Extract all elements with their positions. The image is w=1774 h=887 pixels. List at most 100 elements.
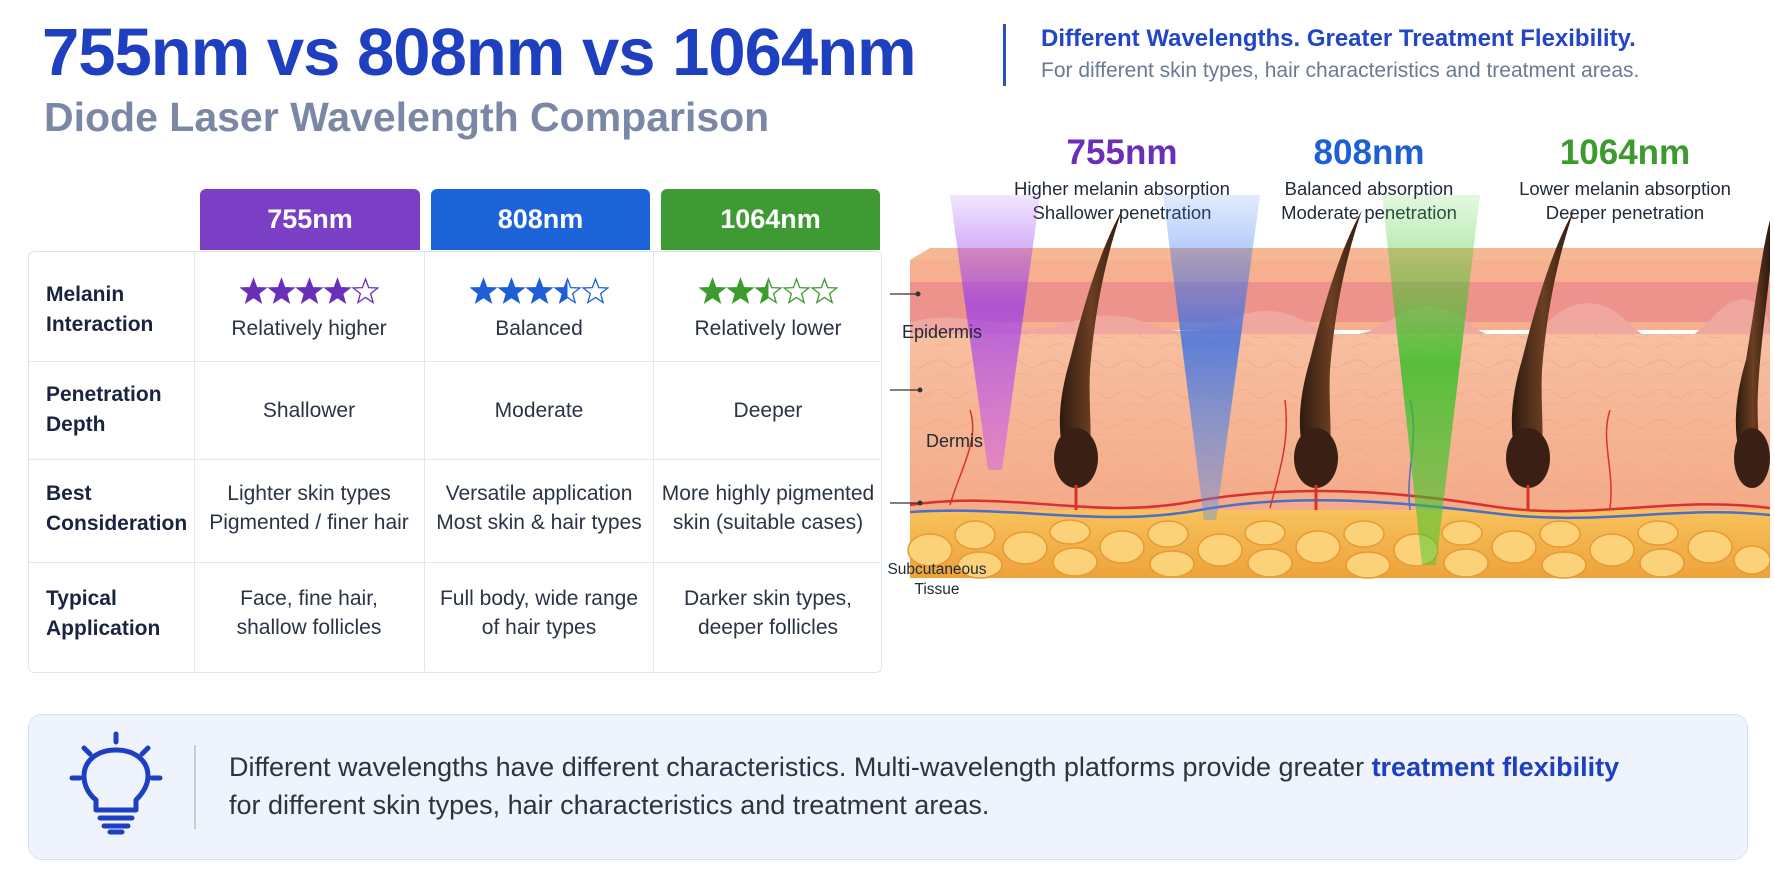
cell-consideration-808nm: Versatile application Most skin & hair t…: [425, 479, 653, 537]
cell-application-755nm: Face, fine hair, shallow follicles: [195, 584, 423, 642]
cell-melanin-755nm: Relatively higher: [231, 317, 387, 340]
cell-penetration-755nm: Shallower: [262, 399, 356, 422]
star-rating-svg: [468, 277, 610, 305]
cell-line: Full body, wide range: [439, 587, 639, 610]
cell-line: of hair types: [481, 616, 597, 639]
row-label-line: Depth: [46, 413, 106, 436]
column-header-1064nm: 1064nm: [661, 189, 880, 250]
layer-label-line: Tissue: [914, 581, 960, 598]
layer-label-line: Subcutaneous: [887, 561, 987, 578]
star-full-icon: [266, 277, 296, 305]
star-full-icon: [496, 277, 526, 305]
cell-line: Versatile application: [445, 482, 633, 505]
star-rating-svg: [697, 277, 839, 305]
cell-line: Face, fine hair,: [240, 587, 378, 610]
row-label-penetration-depth: Penetration Depth: [46, 380, 162, 440]
header-divider: [1003, 24, 1006, 86]
star-rating-1064nm: [654, 277, 882, 307]
star-full-icon: [725, 277, 755, 305]
callout-divider: [194, 745, 196, 829]
laser-beam-808nm: [1163, 195, 1260, 520]
callout-emphasis: treatment flexibility: [1371, 752, 1620, 782]
table-column-divider: [424, 251, 425, 671]
layer-label-epidermis: Epidermis: [902, 322, 983, 342]
info-callout: [28, 714, 1748, 860]
row-label-best-consideration: Best Consideration: [46, 479, 187, 539]
star-full-icon: [468, 277, 498, 305]
callout-text: Different wavelengths have different cha…: [229, 748, 1709, 824]
laser-beam-1064nm: [1382, 195, 1480, 565]
row-label-line: Consideration: [46, 512, 188, 535]
tagline-subtext: For different skin types, hair character…: [1041, 59, 1640, 82]
wavelength-label-1064nm: 1064nm: [1559, 133, 1691, 172]
desc-line: Higher melanin absorption: [1014, 178, 1230, 199]
cell-application-1064nm: Darker skin types, deeper follicles: [654, 584, 882, 642]
skin-cross-section-diagram: [890, 195, 1770, 579]
hair-follicle: [1294, 210, 1362, 510]
row-label-melanin-interaction: Melanin Interaction: [46, 280, 153, 340]
star-full-icon: [524, 277, 554, 305]
desc-line: Balanced absorption: [1284, 178, 1454, 199]
column-header-755nm: 755nm: [200, 189, 420, 250]
cell-melanin-1064nm: Relatively lower: [694, 317, 842, 340]
cell-consideration-755nm: Lighter skin types Pigmented / finer hai…: [195, 479, 423, 537]
hair-follicle: [1054, 210, 1122, 510]
star-full-icon: [697, 277, 727, 305]
wavelength-label-755nm: 755nm: [1066, 133, 1178, 172]
row-label-line: Typical: [46, 587, 117, 610]
lightbulb-icon: [69, 731, 163, 835]
table-row-divider: [28, 361, 880, 362]
table-body: [28, 251, 882, 673]
star-empty-icon: [809, 277, 839, 305]
star-empty-icon: [350, 277, 380, 305]
tagline: Different Wavelengths. Greater Treatment…: [1041, 25, 1636, 52]
table-column-divider: [653, 251, 654, 671]
layer-label-subcutaneous: Subcutaneous Tissue: [882, 560, 992, 600]
cell-penetration-1064nm: Deeper: [733, 399, 803, 422]
desc-line: Lower melanin absorption: [1519, 178, 1731, 199]
wavelength-desc-1064nm: Lower melanin absorption Deeper penetrat…: [1475, 177, 1774, 225]
row-label-line: Penetration: [46, 383, 162, 406]
row-label-line: Application: [46, 617, 161, 640]
star-rating-svg: [238, 277, 380, 305]
star-half-icon: [753, 277, 783, 305]
layer-leader-lines: [890, 293, 920, 504]
desc-line: Deeper penetration: [1545, 202, 1705, 223]
cell-line: Darker skin types,: [683, 587, 853, 610]
callout-text-part: for different skin types, hair character…: [229, 790, 990, 820]
cell-melanin-808nm: Balanced: [495, 317, 583, 340]
cell-application-808nm: Full body, wide range of hair types: [425, 584, 653, 642]
star-empty-icon: [580, 277, 610, 305]
star-empty-icon: [781, 277, 811, 305]
cell-consideration-1064nm: More highly pigmented skin (suitable cas…: [654, 479, 882, 537]
cell-penetration-808nm: Moderate: [494, 399, 584, 422]
wavelength-label-808nm: 808nm: [1313, 133, 1425, 172]
layer-label-dermis: Dermis: [926, 431, 983, 451]
callout-text-part: Different wavelengths have different cha…: [229, 752, 1372, 782]
star-full-icon: [294, 277, 324, 305]
hair-follicle: [1734, 220, 1770, 488]
table-column-divider: [194, 251, 195, 671]
table-row-divider: [28, 459, 880, 460]
cell-line: More highly pigmented: [661, 482, 875, 505]
cell-line: Pigmented / finer hair: [209, 511, 409, 534]
cell-line: deeper follicles: [697, 616, 839, 639]
laser-beam-755nm: [950, 195, 1040, 470]
row-label-line: Interaction: [46, 313, 154, 336]
row-label-line: Melanin: [46, 283, 125, 306]
page-subtitle: Diode Laser Wavelength Comparison: [44, 94, 770, 140]
table-row-divider: [28, 562, 880, 563]
hair-follicle: [1506, 210, 1574, 510]
cell-line: shallow follicles: [236, 616, 382, 639]
star-rating-755nm: [195, 277, 423, 307]
cell-line: Lighter skin types: [227, 482, 391, 505]
column-header-808nm: 808nm: [431, 189, 650, 250]
star-full-icon: [322, 277, 352, 305]
star-rating-808nm: [425, 277, 653, 307]
star-half-icon: [552, 277, 582, 305]
cell-line: skin (suitable cases): [672, 511, 864, 534]
page-title: 755nm vs 808nm vs 1064nm: [42, 15, 917, 90]
skin-surface: [910, 248, 1770, 260]
row-label-typical-application: Typical Application: [46, 584, 160, 644]
row-label-line: Best: [46, 482, 92, 505]
